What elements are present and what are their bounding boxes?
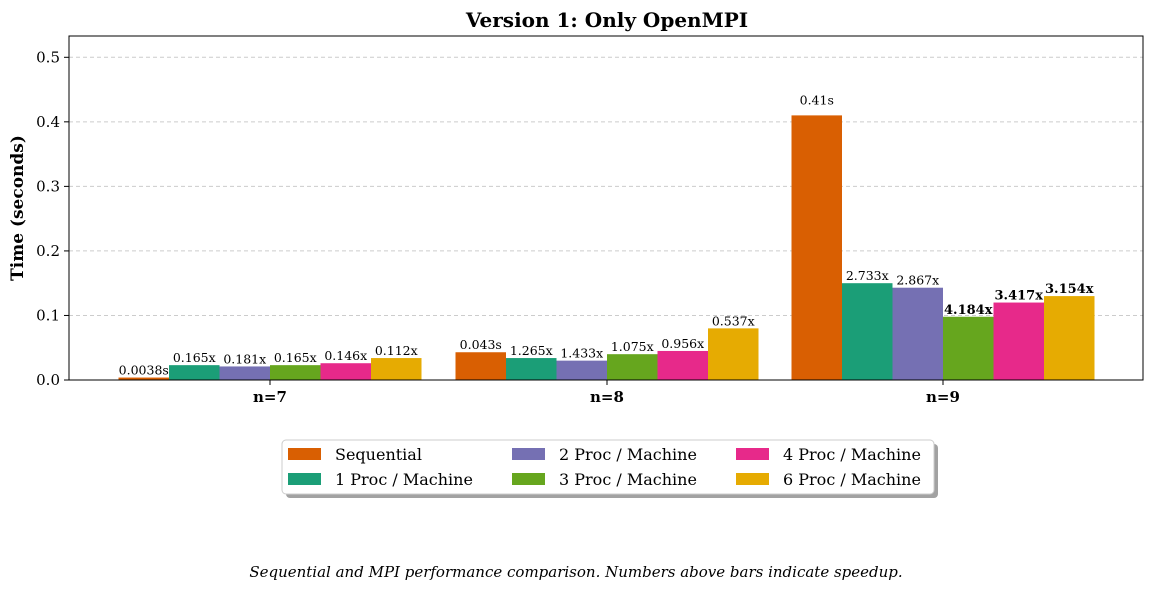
bar-value-label: 0.112x bbox=[375, 343, 418, 358]
bar bbox=[556, 360, 607, 380]
bar bbox=[791, 115, 842, 380]
legend-swatch bbox=[736, 448, 769, 460]
legend-swatch bbox=[736, 473, 769, 485]
bar bbox=[943, 316, 994, 380]
bar-value-label: 0.181x bbox=[223, 351, 266, 366]
legend-item[interactable]: Sequential bbox=[288, 445, 422, 464]
y-tick-label: 0.5 bbox=[36, 48, 60, 66]
x-tick-label: n=7 bbox=[253, 388, 287, 406]
bar-value-label: 0.165x bbox=[274, 350, 317, 365]
legend-item[interactable]: 4 Proc / Machine bbox=[736, 445, 921, 464]
bar-labels: 0.0038s 0.043s 0.41s 0.165x 1.265x 2.733x 0.18… bbox=[119, 92, 1094, 377]
bar bbox=[993, 302, 1044, 380]
gridlines bbox=[69, 56, 1143, 316]
legend[interactable]: Sequential 1 Proc / Machine 2 Proc / Machi… bbox=[281, 439, 938, 498]
bar-value-label: 1.265x bbox=[510, 343, 553, 358]
bar-value-label: 0.0038s bbox=[119, 363, 169, 378]
bar bbox=[169, 365, 220, 380]
bar-value-label: 1.433x bbox=[560, 346, 603, 361]
y-tick-label: 0.3 bbox=[36, 177, 60, 195]
legend-items: Sequential 1 Proc / Machine 2 Proc / Machi… bbox=[288, 445, 921, 489]
x-tick-label: n=9 bbox=[926, 388, 960, 406]
y-tick-label: 0.2 bbox=[36, 242, 60, 260]
bar bbox=[320, 363, 371, 380]
bar-value-label: 2.733x bbox=[846, 268, 889, 283]
bar-value-label: 0.146x bbox=[324, 348, 367, 363]
x-tick-label: n=8 bbox=[590, 388, 624, 406]
bar bbox=[270, 365, 321, 380]
bar bbox=[842, 283, 893, 380]
bar bbox=[219, 366, 270, 380]
bars bbox=[118, 115, 1095, 380]
legend-label: Sequential bbox=[335, 445, 422, 464]
plot-frame bbox=[68, 35, 1144, 381]
bar-value-label: 3.417x bbox=[995, 289, 1044, 304]
legend-box bbox=[281, 439, 935, 495]
y-axis-label: Time (seconds) bbox=[8, 135, 28, 281]
chart-title: Version 1: Only OpenMPI bbox=[465, 8, 748, 32]
y-tick-label: 0.4 bbox=[36, 113, 60, 131]
bar bbox=[371, 358, 422, 380]
y-tick-label: 0.1 bbox=[36, 306, 60, 324]
bar bbox=[607, 354, 658, 380]
legend-item[interactable]: 6 Proc / Machine bbox=[736, 470, 921, 489]
legend-label: 3 Proc / Machine bbox=[559, 470, 697, 489]
bar bbox=[708, 328, 759, 380]
legend-label: 1 Proc / Machine bbox=[335, 470, 473, 489]
legend-item[interactable]: 1 Proc / Machine bbox=[288, 470, 473, 489]
legend-label: 2 Proc / Machine bbox=[559, 445, 697, 464]
bar-value-label: 4.184x bbox=[944, 303, 993, 318]
x-axis: n=7 n=8 n=9 bbox=[253, 380, 960, 406]
legend-item[interactable]: 2 Proc / Machine bbox=[512, 445, 697, 464]
bar bbox=[506, 358, 557, 380]
bar bbox=[1044, 296, 1095, 380]
y-tick-label: 0.0 bbox=[36, 371, 60, 389]
bar bbox=[455, 352, 506, 380]
bar bbox=[118, 377, 169, 380]
bar-value-label: 3.154x bbox=[1045, 282, 1094, 297]
bar-value-label: 0.043s bbox=[460, 337, 502, 352]
bar-value-label: 0.537x bbox=[712, 313, 755, 328]
bar-value-label: 1.075x bbox=[611, 339, 654, 354]
y-axis: 0.0 0.1 0.2 0.3 0.4 0.5 bbox=[36, 48, 69, 389]
bar-value-label: 2.867x bbox=[896, 273, 939, 288]
legend-swatch bbox=[512, 473, 545, 485]
legend-label: 6 Proc / Machine bbox=[783, 470, 921, 489]
legend-swatch bbox=[288, 448, 321, 460]
bar bbox=[657, 350, 708, 380]
legend-swatch bbox=[512, 448, 545, 460]
bar-value-label: 0.41s bbox=[800, 92, 834, 107]
bar-value-label: 0.956x bbox=[661, 336, 704, 351]
bar-value-label: 0.165x bbox=[173, 350, 216, 365]
bar bbox=[892, 287, 943, 380]
chart-caption: Sequential and MPI performance compariso… bbox=[249, 563, 902, 581]
legend-item[interactable]: 3 Proc / Machine bbox=[512, 470, 697, 489]
legend-swatch bbox=[288, 473, 321, 485]
legend-label: 4 Proc / Machine bbox=[783, 445, 921, 464]
